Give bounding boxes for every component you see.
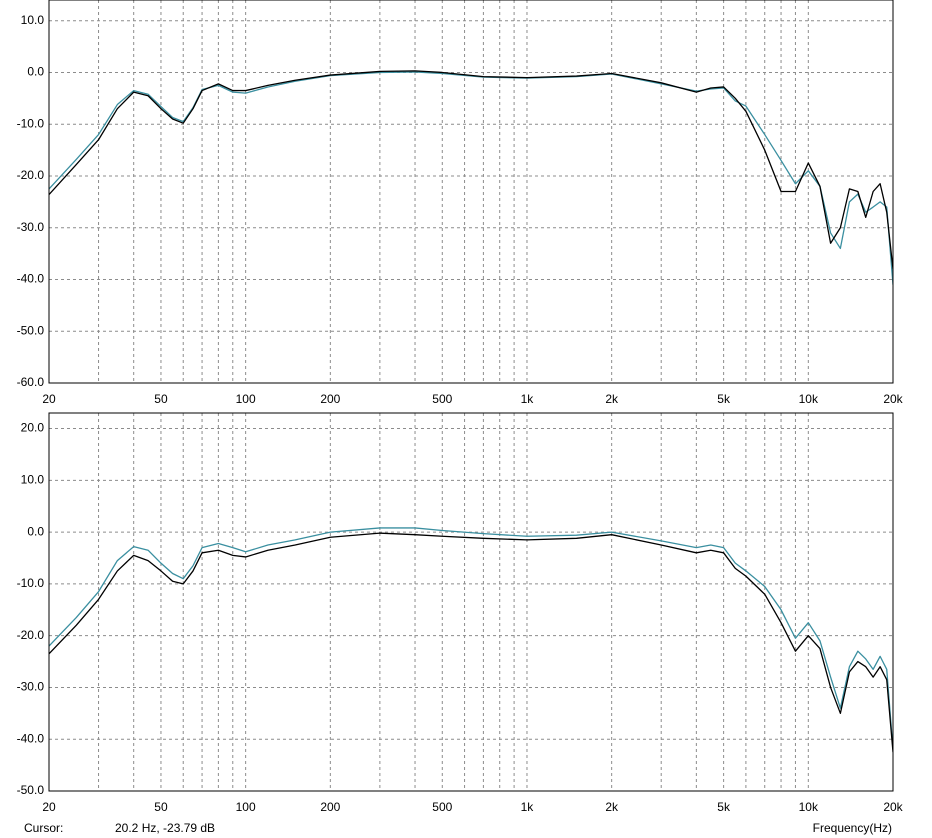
x-tick-label: 200 <box>320 392 340 406</box>
plot-area <box>49 413 893 791</box>
x-tick-label: 1k <box>521 800 535 814</box>
plot: 20 50 100 200 500 1k 2k 5k 10k 20k -50.0 -40.0 -30.0… <box>17 412 904 835</box>
y-tick-label: 20.0 <box>21 421 45 435</box>
x-tick-label: 200 <box>320 800 340 814</box>
y-tick-label: 0.0 <box>27 65 44 79</box>
y-tick-label: -60.0 <box>17 375 45 389</box>
y-tick-label: 0.0 <box>27 524 44 538</box>
x-tick-label: 2k <box>605 800 619 814</box>
x-tick-label: 5k <box>717 392 731 406</box>
series-line <box>49 70 893 270</box>
series-line <box>49 527 893 750</box>
y-tick-label: -20.0 <box>17 628 45 642</box>
plot-border <box>48 0 894 384</box>
y-tick-label: -20.0 <box>17 168 45 182</box>
y-tick-label: -10.0 <box>17 576 45 590</box>
y-tick-label: -30.0 <box>17 220 45 234</box>
plot: 20 50 100 200 500 1k 2k 5k 10k 20k -60.0 -50.0 -40.0… <box>17 0 904 406</box>
x-tick-label: 10k <box>799 392 819 406</box>
x-tick-label: 100 <box>236 800 256 814</box>
x-axis-label: Frequency(Hz) <box>813 821 892 835</box>
y-tick-label: -50.0 <box>17 323 45 337</box>
x-tick-label: 10k <box>799 800 819 814</box>
cursor-label: Cursor: <box>24 821 63 835</box>
x-tick-label: 2k <box>605 392 619 406</box>
x-tick-label: 20 <box>42 800 56 814</box>
x-tick-label: 500 <box>432 800 452 814</box>
x-tick-label: 20k <box>883 392 903 406</box>
x-tick-label: 100 <box>236 392 256 406</box>
y-tick-label: -30.0 <box>17 680 45 694</box>
y-tick-label: 10.0 <box>21 13 45 27</box>
y-tick-label: -50.0 <box>17 783 45 797</box>
x-tick-label: 50 <box>154 800 168 814</box>
x-tick-label: 5k <box>717 800 731 814</box>
x-tick-label: 500 <box>432 392 452 406</box>
x-tick-label: 20k <box>883 800 903 814</box>
y-tick-label: -40.0 <box>17 731 45 745</box>
series-line <box>49 532 893 753</box>
x-tick-label: 1k <box>521 392 535 406</box>
y-tick-label: -10.0 <box>17 116 45 130</box>
x-tick-label: 20 <box>42 392 56 406</box>
plot-area <box>49 0 893 383</box>
plot-border <box>48 412 894 792</box>
y-tick-label: -40.0 <box>17 272 45 286</box>
cursor-value: 20.2 Hz, -23.79 dB <box>115 821 215 835</box>
y-tick-label: 10.0 <box>21 472 45 486</box>
x-tick-label: 50 <box>154 392 168 406</box>
